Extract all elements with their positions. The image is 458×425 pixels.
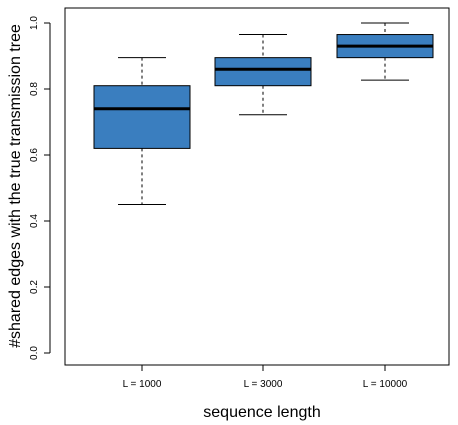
y-axis: 0.0 0.2 0.4 0.6 0.8 1.0 <box>29 16 51 360</box>
x-axis-title: sequence length <box>203 404 320 421</box>
box-series <box>93 22 434 205</box>
y-tick-label: 0.8 <box>29 82 40 96</box>
y-axis-title: #shared edges with the true transmission… <box>7 24 24 348</box>
box-3 <box>336 22 434 81</box>
interquartile-box <box>214 57 312 87</box>
x-tick-label: L = 1000 <box>123 379 162 390</box>
x-tick-label: L = 3000 <box>244 379 283 390</box>
y-tick-label: 0.0 <box>29 346 40 360</box>
box-1 <box>93 57 191 205</box>
y-tick-label: 0.4 <box>29 214 40 228</box>
y-tick-label: 0.6 <box>29 148 40 162</box>
y-tick-label: 0.2 <box>29 280 40 294</box>
interquartile-box <box>93 85 191 149</box>
y-tick-label: 1.0 <box>29 16 40 30</box>
box-2 <box>214 34 312 116</box>
x-tick-label: L = 10000 <box>363 379 408 390</box>
x-axis: L = 1000 L = 3000 L = 10000 <box>123 364 408 390</box>
